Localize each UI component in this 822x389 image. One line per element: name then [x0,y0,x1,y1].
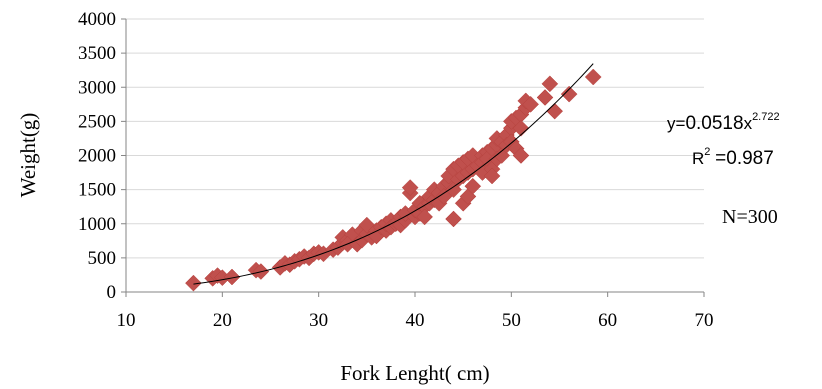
data-point [512,147,530,164]
data-point [464,177,482,195]
x-tick-labels: 10 20 30 40 50 60 70 [117,310,714,331]
x-tick-label: 20 [213,310,232,331]
r-squared-label: R2 =0.987 [692,146,774,169]
y-tick-label: 500 [88,248,117,269]
y-tick-label: 0 [107,282,117,303]
data-point [185,274,202,292]
data-point [435,188,453,205]
x-tick-label: 70 [695,310,714,331]
x-tick-label: 10 [117,310,136,331]
equation-label: y=0.0518x2.722 [667,111,780,134]
data-point [445,210,462,228]
y-tick-label: 1000 [78,214,116,235]
y-tick-labels: 0 500 1000 1500 2000 2500 3000 3500 4000 [78,9,116,303]
data-point [522,95,539,113]
x-tick-label: 40 [406,310,425,331]
x-tick-label: 50 [502,310,521,331]
sample-size-label: N=300 [722,206,778,228]
y-tick-label: 1500 [78,180,116,201]
y-tick-label: 3000 [78,77,116,98]
data-point [546,102,564,120]
data-point [483,167,501,185]
data-point [223,268,241,286]
data-point [416,208,433,226]
data-point [560,85,578,103]
y-tick-label: 2500 [78,111,116,132]
x-axis-title: Fork Lenght( cm) [340,361,489,385]
x-tick-label: 30 [309,310,328,331]
axes [121,18,705,297]
y-axis-title: Weight(g) [16,113,40,198]
y-tick-label: 2000 [78,146,116,167]
trendline [193,63,594,285]
data-points [185,68,602,292]
data-point [536,89,554,106]
y-tick-label: 4000 [78,9,116,30]
x-tick-label: 60 [598,310,617,331]
data-point [541,75,559,93]
data-point [584,68,602,86]
data-point [401,179,419,196]
y-tick-label: 3500 [78,43,116,64]
data-point [512,119,530,137]
